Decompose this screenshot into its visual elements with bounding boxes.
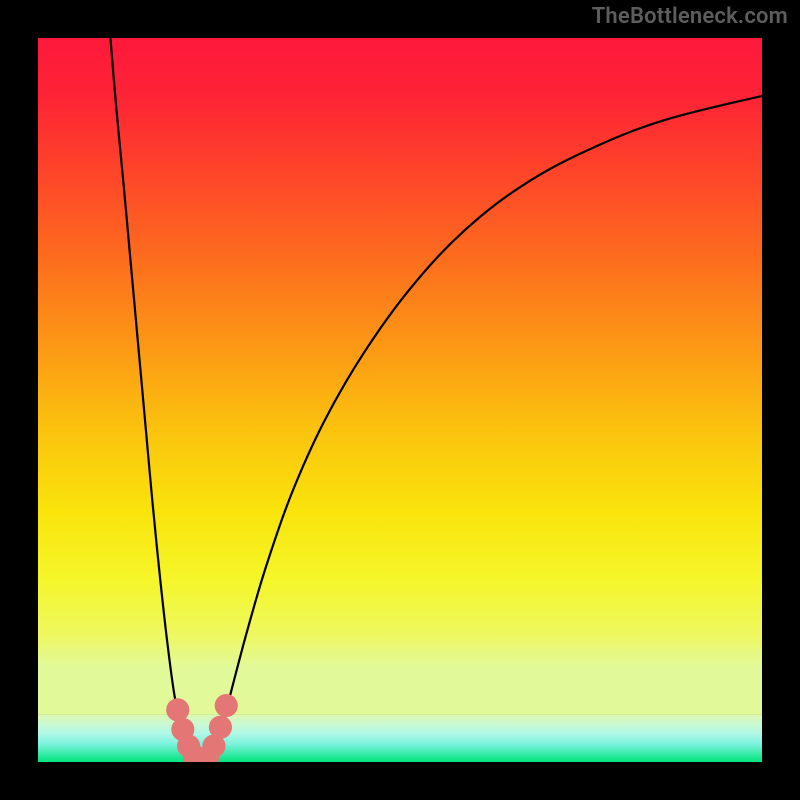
valley-dot — [215, 694, 238, 717]
plot-area — [38, 38, 762, 762]
gradient-background — [38, 38, 762, 715]
valley-dot — [166, 698, 189, 721]
bottleneck-chart — [38, 38, 762, 762]
watermark-text: TheBottleneck.com — [592, 4, 788, 29]
chart-outer: TheBottleneck.com — [0, 0, 800, 800]
valley-dot — [209, 716, 232, 739]
gradient-bottom-band — [38, 715, 762, 762]
